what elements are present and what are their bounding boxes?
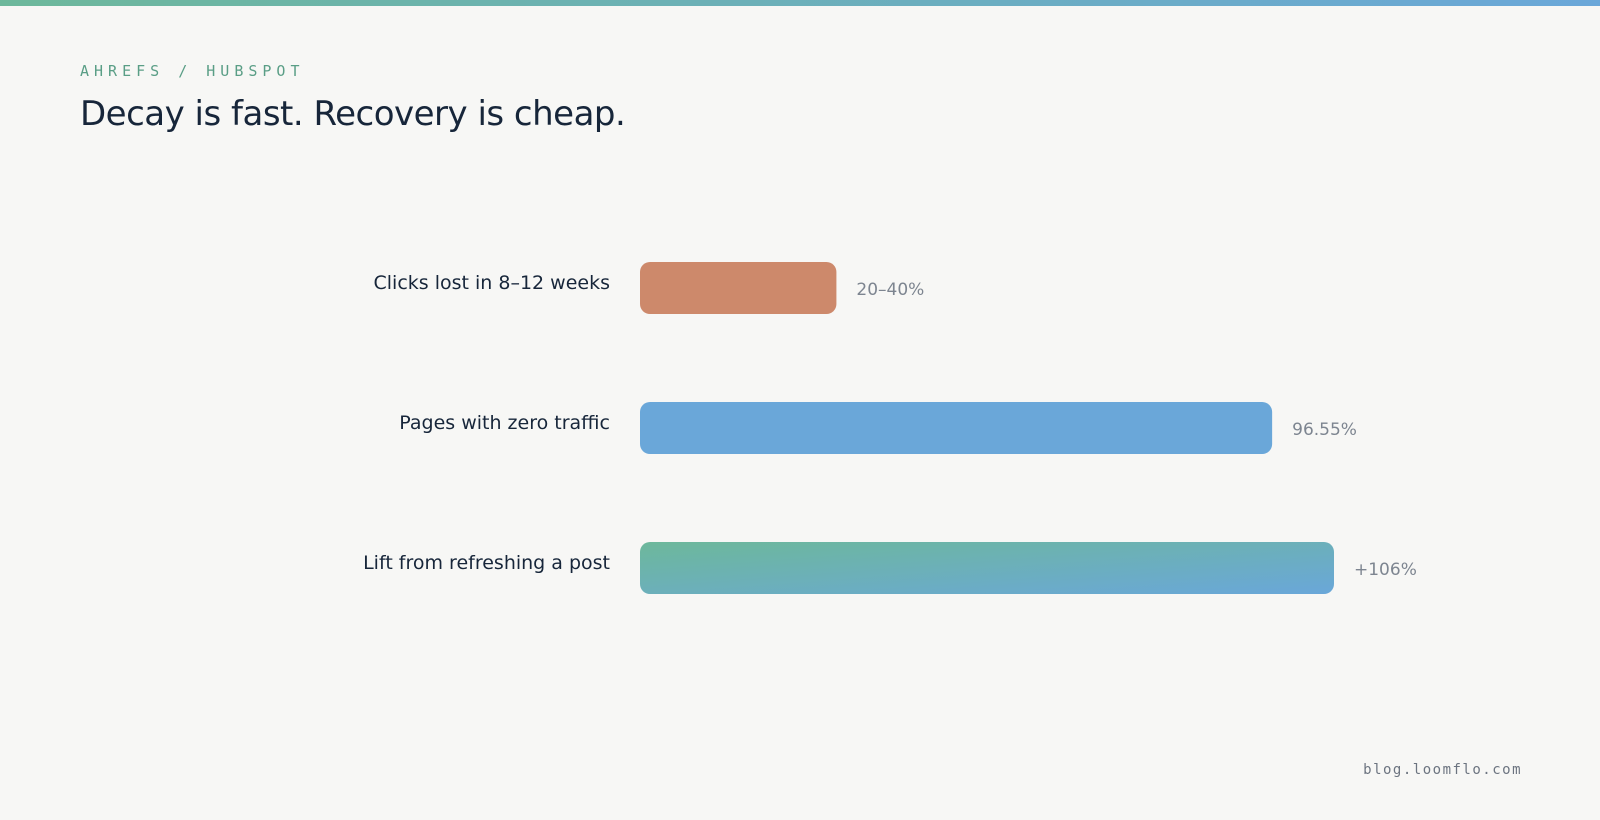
page-title: Decay is fast. Recovery is cheap. (80, 94, 626, 134)
category-label: Pages with zero traffic (399, 412, 610, 434)
bar-3 (640, 542, 1334, 594)
value-label: 20–40% (856, 280, 924, 300)
footer-url: blog.loomflo.com (1363, 762, 1522, 778)
source-eyebrow: AHREFS / HUBSPOT (80, 62, 305, 80)
value-label: 96.55% (1292, 420, 1357, 440)
top-accent-bar (0, 0, 1600, 6)
value-label: +106% (1354, 560, 1417, 580)
category-label: Lift from refreshing a post (363, 552, 610, 574)
bar-2 (640, 402, 1273, 454)
bars-layer: Clicks lost in 8–12 weeks 20–40% Pages wit… (363, 262, 1417, 594)
bar-1 (640, 262, 837, 314)
category-label: Clicks lost in 8–12 weeks (374, 272, 611, 294)
